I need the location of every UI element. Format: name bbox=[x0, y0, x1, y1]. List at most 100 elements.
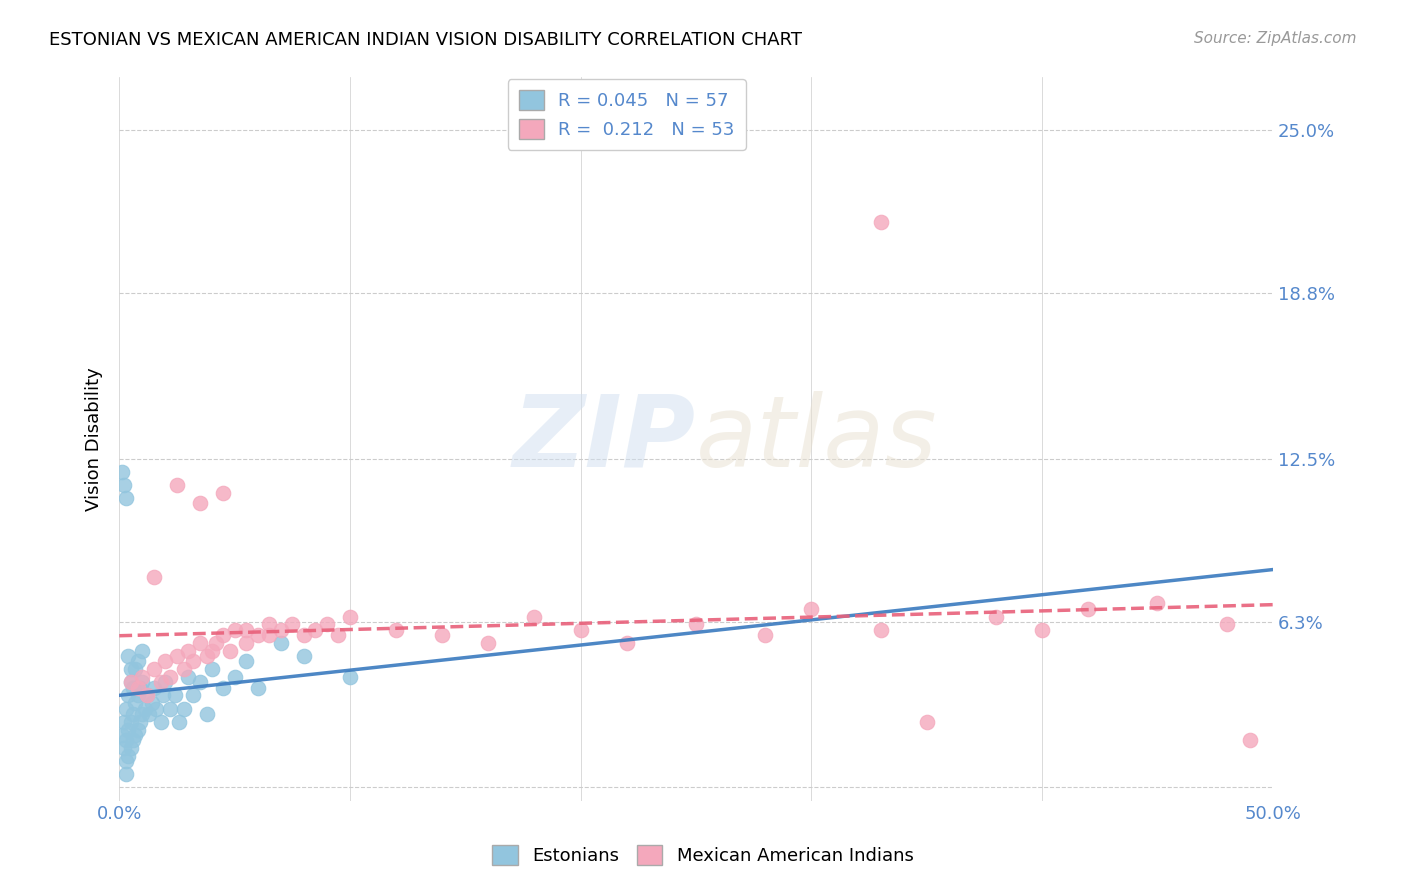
Point bbox=[685, 617, 707, 632]
Point bbox=[195, 706, 218, 721]
Point bbox=[292, 648, 315, 663]
Point bbox=[124, 662, 146, 676]
Point bbox=[328, 628, 350, 642]
Y-axis label: Vision Disability: Vision Disability bbox=[86, 368, 103, 511]
Point bbox=[129, 714, 152, 729]
Point bbox=[142, 570, 165, 584]
Point bbox=[149, 714, 172, 729]
Point bbox=[477, 636, 499, 650]
Point bbox=[115, 701, 138, 715]
Point bbox=[159, 670, 181, 684]
Point bbox=[246, 628, 269, 642]
Point bbox=[195, 648, 218, 663]
Legend: Estonians, Mexican American Indians: Estonians, Mexican American Indians bbox=[485, 838, 921, 872]
Point bbox=[117, 748, 139, 763]
Point bbox=[142, 681, 165, 695]
Point bbox=[224, 670, 246, 684]
Point bbox=[281, 617, 304, 632]
Point bbox=[616, 636, 638, 650]
Point bbox=[200, 644, 222, 658]
Point bbox=[117, 689, 139, 703]
Point bbox=[155, 654, 177, 668]
Point bbox=[138, 706, 160, 721]
Point bbox=[235, 636, 257, 650]
Point bbox=[212, 486, 235, 500]
Text: ESTONIAN VS MEXICAN AMERICAN INDIAN VISION DISABILITY CORRELATION CHART: ESTONIAN VS MEXICAN AMERICAN INDIAN VISI… bbox=[49, 31, 803, 49]
Point bbox=[869, 215, 891, 229]
Point bbox=[246, 681, 269, 695]
Legend: R = 0.045   N = 57, R =  0.212   N = 53: R = 0.045 N = 57, R = 0.212 N = 53 bbox=[508, 79, 745, 150]
Point bbox=[127, 681, 149, 695]
Point bbox=[152, 689, 174, 703]
Point bbox=[120, 675, 142, 690]
Point bbox=[122, 733, 145, 747]
Point bbox=[166, 648, 188, 663]
Point bbox=[131, 706, 153, 721]
Point bbox=[177, 670, 200, 684]
Point bbox=[270, 623, 292, 637]
Text: ZIP: ZIP bbox=[513, 391, 696, 488]
Point bbox=[915, 714, 938, 729]
Point bbox=[200, 662, 222, 676]
Point bbox=[270, 636, 292, 650]
Point bbox=[523, 609, 546, 624]
Point bbox=[120, 714, 142, 729]
Point bbox=[188, 496, 211, 510]
Point bbox=[110, 465, 132, 479]
Point bbox=[127, 723, 149, 737]
Point bbox=[181, 689, 204, 703]
Point bbox=[141, 696, 163, 710]
Point bbox=[122, 681, 145, 695]
Point bbox=[163, 689, 186, 703]
Point bbox=[127, 689, 149, 703]
Point bbox=[142, 662, 165, 676]
Point bbox=[129, 681, 152, 695]
Point bbox=[304, 623, 326, 637]
Point bbox=[1146, 596, 1168, 610]
Point bbox=[131, 670, 153, 684]
Point bbox=[432, 628, 454, 642]
Point bbox=[188, 636, 211, 650]
Point bbox=[124, 728, 146, 742]
Point bbox=[136, 689, 159, 703]
Point bbox=[115, 754, 138, 768]
Point bbox=[984, 609, 1007, 624]
Point bbox=[127, 654, 149, 668]
Point bbox=[177, 644, 200, 658]
Point bbox=[115, 767, 138, 781]
Text: atlas: atlas bbox=[696, 391, 938, 488]
Point bbox=[120, 662, 142, 676]
Point bbox=[800, 601, 823, 615]
Point bbox=[869, 623, 891, 637]
Point bbox=[117, 723, 139, 737]
Point bbox=[257, 628, 280, 642]
Point bbox=[131, 675, 153, 690]
Point bbox=[124, 696, 146, 710]
Point bbox=[155, 675, 177, 690]
Point bbox=[188, 675, 211, 690]
Point bbox=[205, 636, 228, 650]
Point bbox=[385, 623, 408, 637]
Point bbox=[159, 701, 181, 715]
Point bbox=[1239, 733, 1261, 747]
Point bbox=[173, 701, 195, 715]
Point bbox=[112, 478, 135, 492]
Point bbox=[115, 491, 138, 506]
Text: Source: ZipAtlas.com: Source: ZipAtlas.com bbox=[1194, 31, 1357, 46]
Point bbox=[181, 654, 204, 668]
Point bbox=[145, 701, 167, 715]
Point bbox=[117, 648, 139, 663]
Point bbox=[235, 654, 257, 668]
Point bbox=[292, 628, 315, 642]
Point bbox=[224, 623, 246, 637]
Point bbox=[110, 728, 132, 742]
Point bbox=[1077, 601, 1099, 615]
Point bbox=[167, 714, 190, 729]
Point bbox=[115, 733, 138, 747]
Point bbox=[136, 689, 159, 703]
Point bbox=[112, 714, 135, 729]
Point bbox=[219, 644, 242, 658]
Point bbox=[149, 675, 172, 690]
Point bbox=[166, 478, 188, 492]
Point bbox=[235, 623, 257, 637]
